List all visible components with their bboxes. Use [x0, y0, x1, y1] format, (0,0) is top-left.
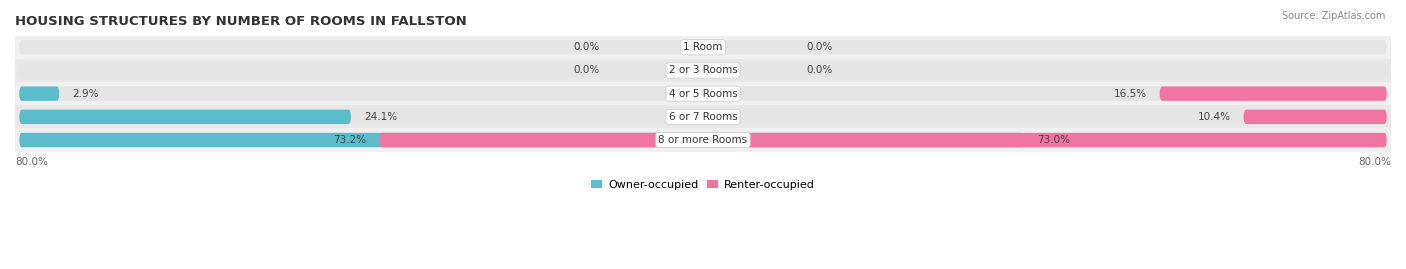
Text: 6 or 7 Rooms: 6 or 7 Rooms — [669, 112, 737, 122]
FancyBboxPatch shape — [1243, 110, 1386, 124]
Text: 80.0%: 80.0% — [15, 157, 48, 167]
Text: 80.0%: 80.0% — [1358, 157, 1391, 167]
Bar — [15, 105, 1391, 128]
Text: 2 or 3 Rooms: 2 or 3 Rooms — [669, 65, 737, 75]
FancyBboxPatch shape — [20, 133, 1386, 147]
FancyBboxPatch shape — [20, 40, 1386, 54]
Legend: Owner-occupied, Renter-occupied: Owner-occupied, Renter-occupied — [586, 175, 820, 194]
FancyBboxPatch shape — [380, 133, 1386, 147]
Text: HOUSING STRUCTURES BY NUMBER OF ROOMS IN FALLSTON: HOUSING STRUCTURES BY NUMBER OF ROOMS IN… — [15, 15, 467, 28]
Bar — [15, 128, 1391, 152]
Text: 1 Room: 1 Room — [683, 42, 723, 52]
Bar — [15, 59, 1391, 82]
Text: 16.5%: 16.5% — [1114, 89, 1147, 99]
FancyBboxPatch shape — [20, 110, 352, 124]
FancyBboxPatch shape — [1160, 86, 1386, 101]
FancyBboxPatch shape — [20, 86, 59, 101]
Bar — [15, 36, 1391, 59]
Bar — [15, 82, 1391, 105]
Text: 4 or 5 Rooms: 4 or 5 Rooms — [669, 89, 737, 99]
Text: 73.0%: 73.0% — [1036, 135, 1070, 145]
FancyBboxPatch shape — [20, 86, 1386, 101]
Text: 8 or more Rooms: 8 or more Rooms — [658, 135, 748, 145]
Text: 24.1%: 24.1% — [364, 112, 396, 122]
FancyBboxPatch shape — [20, 110, 1386, 124]
Text: 73.2%: 73.2% — [333, 135, 367, 145]
Text: 0.0%: 0.0% — [806, 65, 832, 75]
Text: Source: ZipAtlas.com: Source: ZipAtlas.com — [1281, 11, 1385, 21]
Text: 0.0%: 0.0% — [574, 65, 600, 75]
Text: 10.4%: 10.4% — [1198, 112, 1230, 122]
FancyBboxPatch shape — [20, 133, 1024, 147]
Text: 0.0%: 0.0% — [806, 42, 832, 52]
Text: 0.0%: 0.0% — [574, 42, 600, 52]
Text: 2.9%: 2.9% — [72, 89, 98, 99]
FancyBboxPatch shape — [20, 63, 1386, 78]
